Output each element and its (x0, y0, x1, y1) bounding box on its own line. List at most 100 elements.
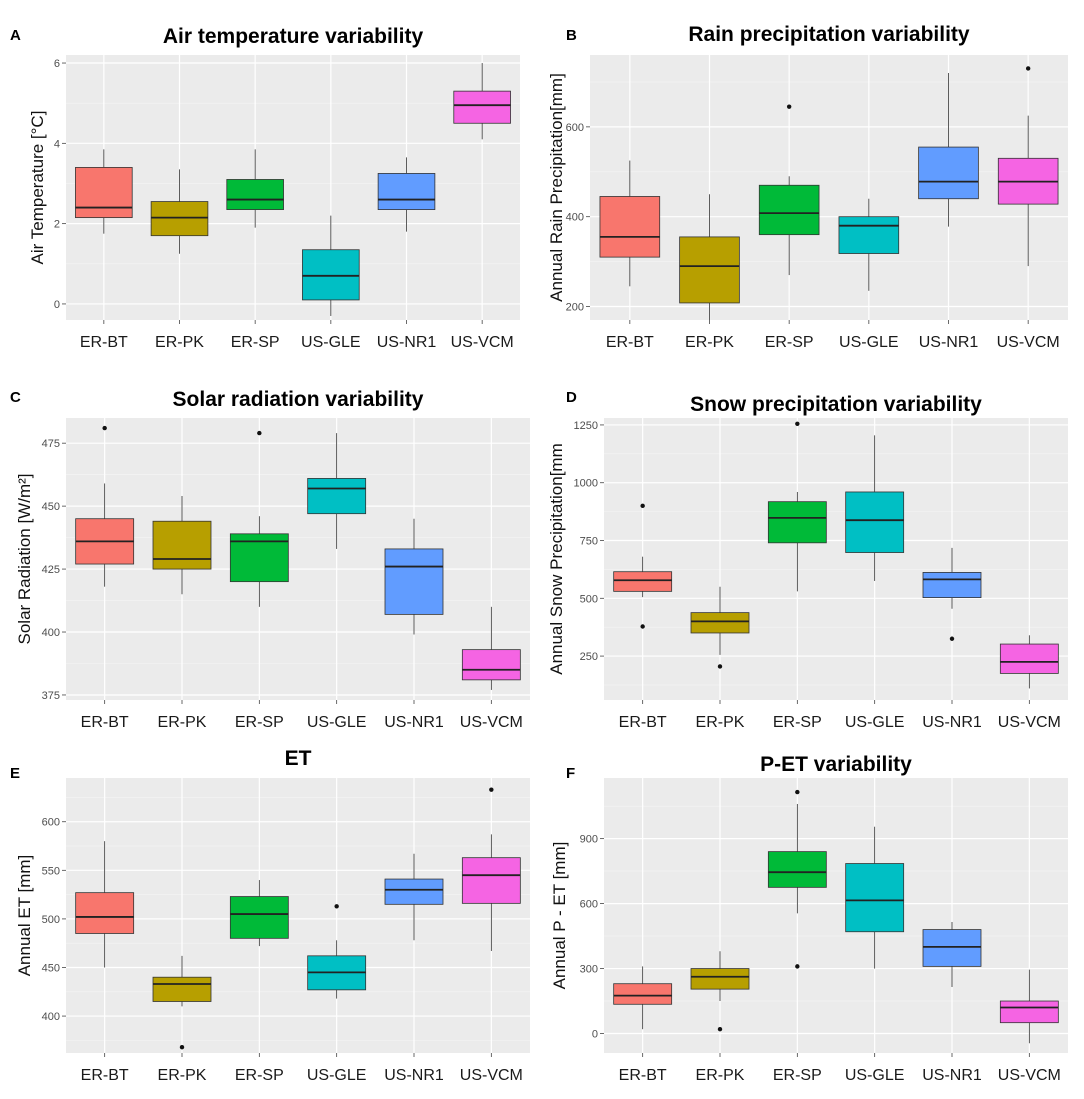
chart-title: Snow precipitation variability (690, 393, 982, 416)
box-iqr (922, 572, 982, 599)
plot-background (590, 55, 1068, 320)
panel-d: 250 500 750 1000 1250 ER-BT ER-PK ER-SP US-GLE US… (547, 389, 1068, 731)
x-tick-label: US-NR1 (922, 1067, 982, 1084)
x-tick-label: US-VCM (460, 1067, 523, 1084)
y-tick-label: 425 (42, 564, 60, 576)
y-tick-label: 600 (42, 817, 60, 829)
box-iqr (461, 857, 521, 904)
outlier-point (102, 425, 107, 431)
outlier-point (795, 421, 800, 426)
y-tick-label: 0 (54, 299, 60, 311)
x-tick-label: ER-SP (235, 1067, 284, 1084)
box-iqr (758, 184, 820, 236)
outlier-point (717, 1026, 723, 1032)
x-tick-label: ER-BT (606, 334, 654, 351)
x-tick-label: ER-PK (158, 1067, 207, 1084)
outlier-point (795, 789, 800, 795)
y-tick-label: 200 (566, 302, 584, 314)
outlier-point (489, 787, 494, 792)
plot-background (66, 55, 520, 320)
box-us-vcm (453, 63, 511, 140)
y-tick-label: 300 (580, 964, 598, 976)
box-er-sp (758, 104, 820, 276)
x-tick-label: ER-BT (81, 1067, 129, 1084)
box-er-sp (229, 430, 289, 607)
outlier-point (640, 624, 645, 629)
panel-label: A (10, 27, 21, 44)
x-tick-label: US-NR1 (377, 334, 437, 351)
box-us-vcm (461, 606, 521, 690)
panel-label: B (566, 27, 577, 44)
box-er-sp (229, 880, 289, 947)
outlier-point (795, 964, 800, 969)
box-er-sp (767, 421, 827, 592)
y-axis-label: Annual ET [mm] (15, 855, 34, 977)
x-tick-label: US-VCM (998, 1067, 1061, 1084)
outlier-point (717, 664, 723, 669)
box-iqr (690, 968, 750, 990)
x-tick-label: US-GLE (301, 334, 361, 351)
x-tick-label: US-GLE (307, 714, 367, 731)
y-tick-label: 400 (42, 627, 60, 639)
chart-title: Rain precipitation variability (688, 23, 970, 46)
box-er-sp (767, 789, 827, 969)
box-us-gle (845, 826, 905, 969)
outlier-point (334, 904, 339, 909)
y-axis-label: Annual P - ET [mm] (550, 842, 569, 990)
plot-background (604, 418, 1068, 700)
x-tick-label: ER-BT (80, 334, 128, 351)
box-iqr (845, 863, 905, 933)
box-us-vcm (999, 635, 1059, 689)
x-tick-label: US-NR1 (384, 714, 444, 731)
box-us-gle (307, 904, 367, 999)
y-tick-label: 475 (42, 438, 60, 450)
chart-title: ET (285, 747, 312, 770)
outlier-point (949, 636, 955, 641)
panel-f: 0 300 600 900 ER-BT ER-PK ER-SP US-GLE US-NR1 US-… (550, 753, 1068, 1084)
x-tick-label: US-VCM (451, 334, 514, 351)
chart-title: P-ET variability (760, 753, 912, 776)
panel-c: 375 400 425 450 475 ER-BT ER-PK ER-SP US-GLE US-N… (10, 388, 530, 731)
x-tick-label: US-GLE (307, 1067, 367, 1084)
box-us-nr1 (922, 547, 982, 641)
y-tick-label: 250 (580, 651, 598, 663)
x-tick-label: ER-SP (765, 334, 814, 351)
x-tick-label: US-GLE (845, 1067, 905, 1084)
box-er-pk (150, 169, 209, 254)
box-us-gle (307, 433, 367, 549)
x-tick-label: US-NR1 (384, 1067, 444, 1084)
box-us-vcm (997, 66, 1059, 267)
y-tick-label: 750 (580, 536, 598, 548)
box-us-vcm (999, 969, 1059, 1044)
box-er-sp (226, 149, 284, 228)
box-us-nr1 (918, 72, 979, 227)
y-tick-label: 600 (580, 899, 598, 911)
y-axis-label: Annual Snow Precipitation[mm (547, 443, 566, 675)
box-iqr (918, 146, 979, 200)
plot-background (604, 778, 1068, 1053)
outlier-point (786, 104, 792, 109)
box-iqr (150, 201, 209, 237)
box-iqr (384, 548, 444, 615)
box-er-bt (75, 841, 135, 968)
box-er-bt (613, 966, 673, 1030)
x-tick-label: ER-PK (696, 714, 745, 731)
y-tick-label: 1250 (574, 420, 598, 432)
box-iqr (999, 643, 1059, 674)
plot-background (66, 778, 530, 1053)
box-us-nr1 (384, 853, 444, 941)
box-iqr (229, 896, 289, 939)
x-tick-label: US-VCM (460, 714, 523, 731)
box-er-bt (75, 149, 133, 234)
box-iqr (307, 478, 367, 515)
y-tick-label: 900 (580, 834, 598, 846)
box-iqr (75, 167, 133, 219)
box-er-bt (613, 503, 673, 629)
box-us-vcm (461, 787, 521, 951)
y-tick-label: 550 (42, 865, 60, 877)
y-tick-label: 400 (42, 1011, 60, 1023)
box-us-nr1 (384, 518, 444, 635)
chart-title: Air temperature variability (163, 25, 424, 48)
x-tick-label: US-VCM (998, 714, 1061, 731)
outlier-point (640, 503, 645, 509)
